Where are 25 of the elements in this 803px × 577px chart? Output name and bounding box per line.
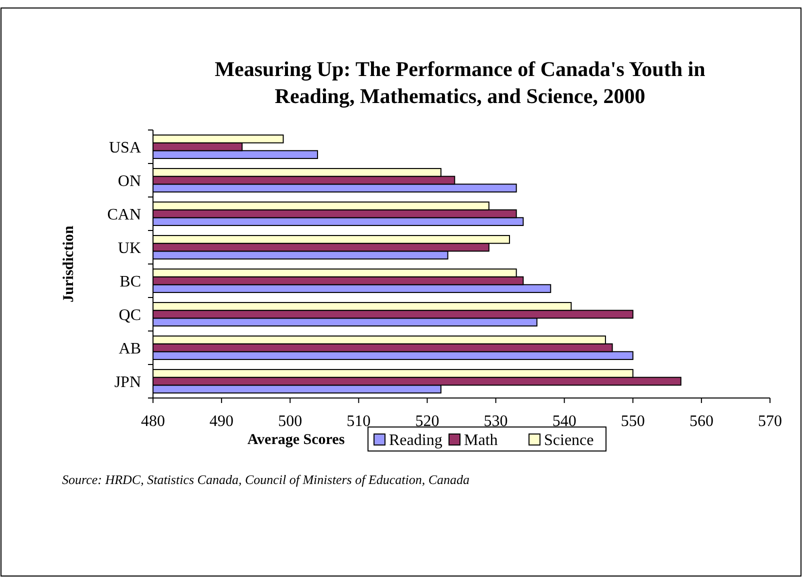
x-tick-label: 490 (210, 413, 234, 430)
y-axis-title: Jurisdiction (61, 225, 77, 302)
x-tick-label: 480 (141, 413, 165, 430)
x-tick-label: 510 (346, 413, 371, 430)
x-tick-label: 520 (415, 413, 440, 430)
legend-label: Reading (389, 432, 442, 449)
x-tick-label: 540 (552, 413, 576, 430)
chart-title: Measuring Up: The Performance of Canada's Youth in Reading, Mathematics, and Science, 2000 (214, 57, 706, 108)
y-tick-label: JPN (114, 374, 142, 391)
y-tick-label: ON (118, 172, 142, 190)
x-tick-label: 500 (278, 413, 302, 430)
legend-label: Science (544, 432, 594, 449)
y-tick-label: BC (120, 273, 141, 290)
x-tick-label: 560 (689, 413, 714, 430)
y-tick-label: QC (118, 306, 141, 324)
y-tick-label: AB (118, 340, 141, 358)
y-tick-label: USA (108, 139, 142, 156)
y-tick-label: UK (118, 240, 142, 257)
x-tick-label: 530 (484, 413, 508, 430)
x-axis-title: Average Scores (247, 432, 345, 448)
source-note: Source: HRDC, Statistics Canada, Council of Ministers of Education, Canada (62, 472, 470, 487)
legend-label: Math (464, 432, 498, 449)
y-tick-label: CAN (107, 206, 142, 224)
x-tick-label: 570 (758, 413, 782, 430)
x-tick-label: 550 (620, 413, 645, 430)
